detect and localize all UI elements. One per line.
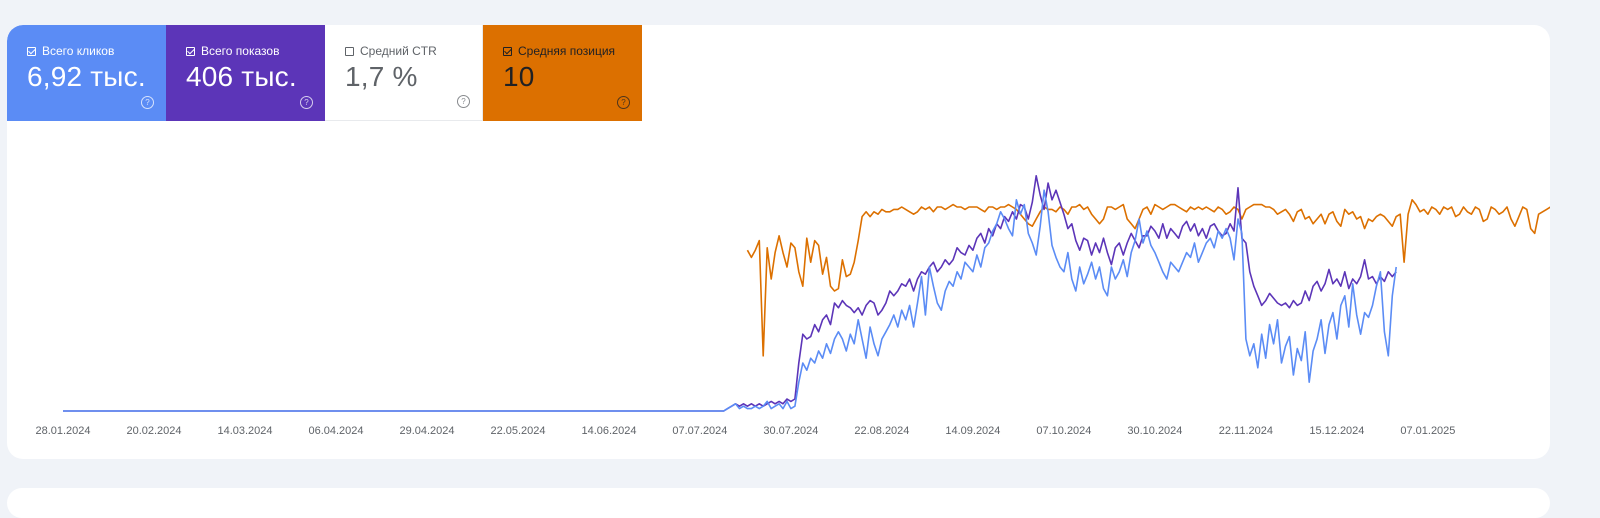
x-tick-label: 07.10.2024 [1036, 425, 1091, 437]
help-icon[interactable]: ? [617, 96, 630, 109]
metric-value: 406 тыс. [186, 61, 297, 92]
help-icon[interactable]: ? [457, 95, 470, 108]
metric-tile-impressions[interactable]: Всего показов 406 тыс. ? [166, 25, 325, 121]
x-tick-label: 28.01.2024 [35, 425, 90, 437]
x-tick-label: 30.10.2024 [1127, 425, 1182, 437]
next-card [7, 488, 1550, 518]
help-icon[interactable]: ? [141, 96, 154, 109]
x-tick-label: 06.04.2024 [308, 425, 363, 437]
metric-value: 1,7 % [345, 61, 418, 92]
x-tick-label: 22.08.2024 [854, 425, 909, 437]
checkbox-icon[interactable] [186, 46, 195, 56]
help-icon[interactable]: ? [300, 96, 313, 109]
metric-value: 6,92 тыс. [27, 61, 146, 92]
x-tick-label: 30.07.2024 [763, 425, 818, 437]
metric-tiles: Всего кликов 6,92 тыс. ? Всего показов 4… [7, 25, 642, 121]
x-tick-label: 20.02.2024 [126, 425, 181, 437]
metric-tile-position[interactable]: Средняя позиция 10 ? [483, 25, 642, 121]
x-tick-label: 07.07.2024 [672, 425, 727, 437]
checkbox-icon[interactable] [503, 46, 512, 56]
series-line-0 [746, 199, 1550, 357]
checkbox-icon[interactable] [27, 46, 36, 56]
x-tick-label: 14.03.2024 [217, 425, 272, 437]
metric-value: 10 [503, 61, 535, 92]
performance-chart: 28.01.2024 20.02.2024 14.03.2024 06.04.2024… [35, 175, 1550, 437]
x-tick-label: 07.01.2025 [1400, 425, 1455, 437]
x-axis: 28.01.2024 20.02.2024 14.03.2024 06.04.2024… [35, 425, 1455, 437]
metric-tile-ctr[interactable]: Средний CTR 1,7 % ? [325, 25, 483, 121]
x-tick-label: 14.09.2024 [945, 425, 1000, 437]
series-layer [63, 175, 1550, 412]
performance-card: Всего кликов 6,92 тыс. ? Всего показов 4… [7, 25, 1550, 459]
metric-label: Всего кликов [42, 44, 115, 58]
metric-tile-clicks[interactable]: Всего кликов 6,92 тыс. ? [7, 25, 166, 121]
series-line-2 [63, 189, 1397, 412]
metric-label: Всего показов [201, 44, 280, 58]
x-tick-label: 14.06.2024 [581, 425, 636, 437]
x-tick-label: 22.05.2024 [490, 425, 545, 437]
x-tick-label: 29.04.2024 [399, 425, 454, 437]
metric-label: Средняя позиция [518, 44, 616, 58]
metric-label: Средний CTR [360, 44, 437, 58]
series-line-1 [63, 175, 1397, 412]
x-tick-label: 22.11.2024 [1219, 425, 1273, 437]
x-tick-label: 15.12.2024 [1309, 425, 1364, 437]
checkbox-icon[interactable] [345, 46, 354, 56]
